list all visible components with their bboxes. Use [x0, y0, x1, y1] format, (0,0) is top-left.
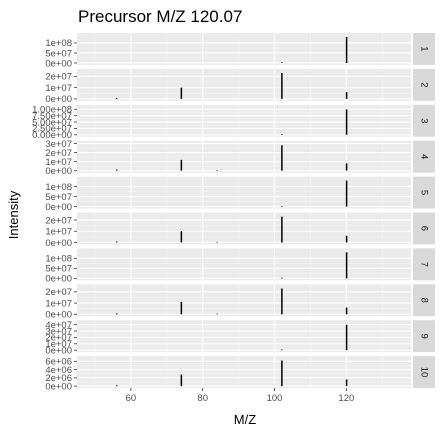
y-tick-label: 5.00e+07 — [32, 117, 72, 128]
facet-strip-label: 6 — [419, 226, 430, 231]
y-tick-label: 0e+00 — [45, 310, 72, 321]
y-tick-label: 7.50e+07 — [32, 111, 72, 122]
y-tick-label: 0e+00 — [45, 58, 72, 69]
y-tick-label: 2e+07 — [45, 72, 72, 83]
y-tick-label: 1e+07 — [45, 83, 72, 94]
y-tick-label: 0e+00 — [45, 94, 72, 105]
y-tick-label: 3e+07 — [45, 326, 72, 337]
y-tick-label: 0e+00 — [45, 166, 72, 177]
y-tick-label: 0e+00 — [45, 274, 72, 285]
y-tick-label: 2.50e+07 — [32, 124, 72, 135]
y-tick-label: 5e+07 — [45, 192, 72, 203]
facet-strip-label: 2 — [419, 82, 430, 87]
panel-background — [77, 68, 411, 101]
x-tick-label: 100 — [267, 393, 283, 404]
facet-panel-3: 0.00e+002.50e+075.00e+077.50e+071.00e+08… — [32, 104, 435, 141]
facet-strip — [413, 320, 435, 353]
y-tick-label: 2e+07 — [45, 215, 72, 226]
y-tick-label: 5e+07 — [45, 48, 72, 59]
facet-strip — [413, 356, 435, 388]
x-axis: 60 80 100 120 — [126, 388, 354, 404]
y-tick-label: 1e+08 — [45, 182, 72, 193]
y-axis-title: Intensity — [6, 190, 21, 239]
y-tick-label: 1e+07 — [45, 298, 72, 309]
panel-background — [77, 284, 411, 317]
chart-title: Precursor M/Z 120.07 — [78, 7, 242, 26]
y-tick-label: 5e+07 — [45, 264, 72, 275]
y-tick-label: 0e+00 — [45, 202, 72, 213]
panel-background — [77, 176, 411, 209]
panel-background — [77, 248, 411, 281]
facet-strip — [413, 212, 435, 245]
x-tick-label: 80 — [197, 393, 208, 404]
y-tick-label: 6e+06 — [45, 357, 72, 368]
facet-strip — [413, 104, 435, 137]
panel-background — [77, 33, 411, 65]
facet-strip — [413, 33, 435, 65]
facet-strip-label: 7 — [419, 262, 430, 267]
y-tick-label: 0e+00 — [45, 381, 72, 392]
facet-strip-label: 1 — [419, 46, 430, 51]
y-tick-label: 1e+07 — [45, 157, 72, 168]
x-tick-label: 120 — [338, 393, 354, 404]
y-tick-label: 0e+00 — [45, 238, 72, 249]
y-tick-label: 0.00e+00 — [32, 130, 72, 141]
y-tick-label: 1e+07 — [45, 339, 72, 350]
y-tick-label: 4e+07 — [45, 320, 72, 331]
facet-strip-label: 9 — [419, 334, 430, 339]
facet-strip-label: 4 — [419, 154, 430, 159]
facet-strip — [413, 140, 435, 173]
facet-strip-label: 10 — [419, 367, 430, 378]
panel-background — [77, 140, 411, 173]
y-tick-label: 2e+07 — [45, 287, 72, 298]
facet-strip-label: 5 — [419, 190, 430, 195]
facet-strip — [413, 284, 435, 317]
facet-strip-label: 8 — [419, 298, 430, 303]
y-tick-label: 0e+00 — [45, 345, 72, 356]
y-tick-label: 4e+06 — [45, 365, 72, 376]
y-tick-label: 1e+07 — [45, 227, 72, 238]
y-tick-label: 3e+07 — [45, 139, 72, 150]
x-axis-title: M/Z — [234, 412, 256, 427]
y-tick-label: 1e+08 — [45, 254, 72, 265]
panel-background — [77, 212, 411, 245]
y-tick-label: 1.00e+08 — [32, 105, 72, 116]
facet-strip-label: 3 — [419, 118, 430, 123]
y-tick-label: 2e+07 — [45, 148, 72, 159]
y-tick-label: 1e+08 — [45, 38, 72, 49]
facet-strip — [413, 176, 435, 209]
facet-strip — [413, 68, 435, 101]
y-tick-label: 2e+07 — [45, 333, 72, 344]
x-tick-label: 60 — [126, 393, 137, 404]
y-tick-label: 2e+06 — [45, 373, 72, 384]
facet-strip — [413, 248, 435, 281]
